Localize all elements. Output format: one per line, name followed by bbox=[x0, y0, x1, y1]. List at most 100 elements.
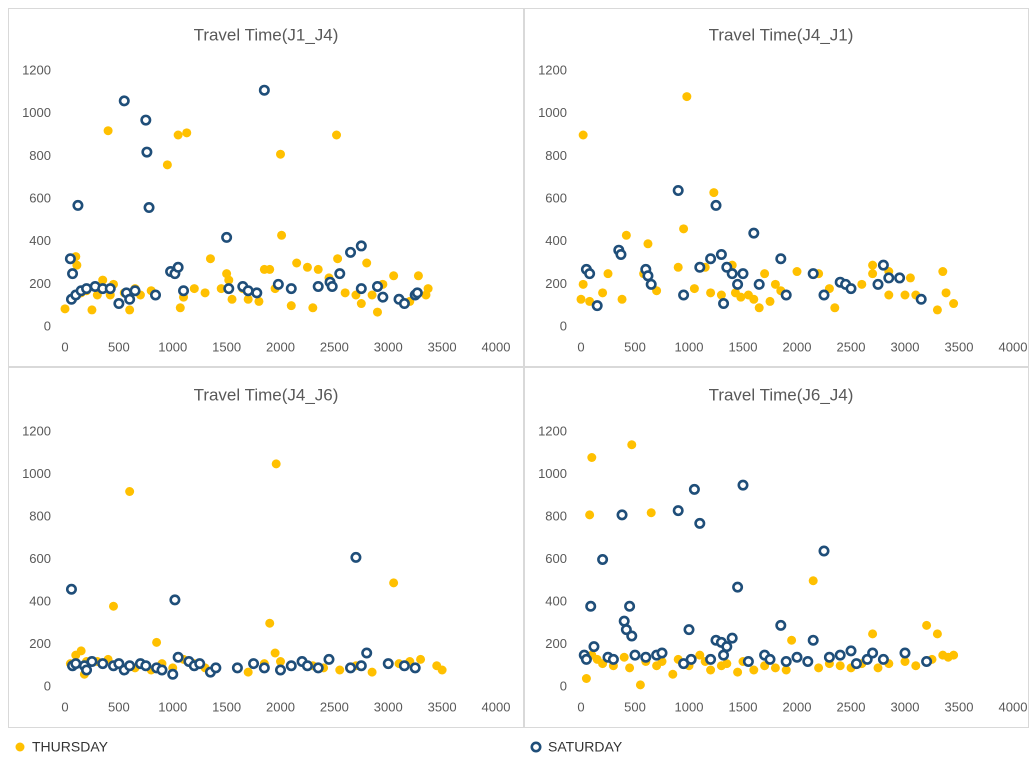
point bbox=[67, 268, 79, 280]
point bbox=[382, 658, 394, 670]
point bbox=[377, 291, 389, 303]
point bbox=[868, 629, 878, 639]
point bbox=[362, 258, 372, 268]
y-tick-label: 1200 bbox=[22, 423, 51, 438]
point bbox=[355, 660, 367, 672]
point bbox=[178, 285, 190, 297]
point bbox=[764, 653, 776, 665]
point bbox=[265, 264, 275, 274]
point bbox=[716, 290, 726, 300]
point bbox=[361, 647, 373, 659]
point bbox=[175, 303, 185, 313]
point bbox=[345, 662, 357, 674]
point bbox=[718, 298, 730, 310]
x-tick-label: 0 bbox=[61, 339, 68, 354]
point bbox=[780, 289, 792, 301]
point bbox=[818, 545, 830, 557]
point bbox=[643, 239, 653, 249]
point bbox=[578, 130, 588, 140]
point bbox=[367, 290, 377, 300]
point bbox=[868, 269, 878, 279]
point bbox=[715, 248, 727, 260]
point bbox=[814, 663, 824, 673]
x-tick-label: 1500 bbox=[212, 699, 241, 714]
legend-label: SATURDAY bbox=[548, 739, 623, 755]
point bbox=[340, 288, 350, 298]
point bbox=[585, 296, 595, 306]
point bbox=[113, 298, 125, 310]
point bbox=[845, 283, 857, 295]
point bbox=[603, 269, 613, 279]
point bbox=[873, 663, 883, 673]
y-tick-label: 800 bbox=[29, 508, 51, 523]
x-tick-label: 1500 bbox=[729, 699, 758, 714]
point bbox=[905, 273, 915, 283]
point bbox=[721, 641, 733, 653]
point bbox=[915, 293, 927, 305]
point bbox=[108, 601, 118, 611]
point bbox=[258, 84, 270, 96]
point bbox=[877, 653, 889, 665]
point bbox=[389, 578, 399, 588]
point bbox=[308, 303, 318, 313]
y-tick-label: 400 bbox=[545, 593, 567, 608]
point bbox=[372, 307, 382, 317]
point bbox=[224, 275, 234, 285]
point bbox=[173, 130, 183, 140]
point bbox=[787, 635, 797, 645]
point bbox=[672, 184, 684, 196]
x-tick-label: 4000 bbox=[999, 699, 1028, 714]
point bbox=[679, 224, 689, 234]
point bbox=[932, 629, 942, 639]
point bbox=[867, 647, 879, 659]
x-tick-label: 0 bbox=[577, 699, 584, 714]
point bbox=[705, 253, 717, 265]
point bbox=[765, 296, 775, 306]
point bbox=[618, 615, 630, 627]
x-tick-label: 0 bbox=[61, 699, 68, 714]
point bbox=[736, 292, 746, 302]
point bbox=[877, 259, 889, 271]
point bbox=[722, 659, 732, 669]
point bbox=[251, 287, 263, 299]
point bbox=[884, 290, 894, 300]
point bbox=[802, 655, 814, 667]
point bbox=[389, 271, 399, 281]
point bbox=[656, 647, 668, 659]
y-tick-label: 0 bbox=[560, 318, 567, 333]
y-tick-label: 600 bbox=[545, 551, 567, 566]
point bbox=[775, 619, 787, 631]
point bbox=[748, 227, 760, 239]
point bbox=[172, 261, 184, 273]
point bbox=[754, 303, 764, 313]
legend-label: THURSDAY bbox=[32, 739, 109, 755]
point bbox=[894, 272, 906, 284]
point bbox=[350, 551, 362, 563]
y-tick-label: 400 bbox=[545, 233, 567, 248]
x-tick-label: 4000 bbox=[482, 339, 511, 354]
point bbox=[286, 301, 296, 311]
point bbox=[301, 660, 313, 672]
chart-title: Travel Time(J1_J4) bbox=[194, 25, 339, 44]
point bbox=[398, 298, 410, 310]
point bbox=[65, 583, 77, 595]
y-tick-label: 200 bbox=[29, 276, 51, 291]
y-tick-label: 1000 bbox=[538, 466, 567, 481]
point bbox=[152, 637, 162, 647]
point bbox=[732, 581, 744, 593]
point bbox=[265, 618, 275, 628]
x-tick-label: 3000 bbox=[374, 339, 403, 354]
point bbox=[668, 669, 678, 679]
point bbox=[276, 149, 285, 159]
point bbox=[591, 300, 603, 312]
point bbox=[911, 661, 921, 671]
chart-title: Travel Time(J4_J1) bbox=[709, 25, 854, 44]
point bbox=[823, 651, 835, 663]
x-tick-label: 2000 bbox=[783, 339, 812, 354]
y-tick-label: 600 bbox=[545, 190, 567, 205]
y-tick-label: 800 bbox=[545, 148, 567, 163]
point bbox=[868, 260, 878, 270]
point bbox=[737, 268, 749, 280]
point bbox=[60, 304, 70, 314]
panel-frame bbox=[8, 367, 524, 728]
